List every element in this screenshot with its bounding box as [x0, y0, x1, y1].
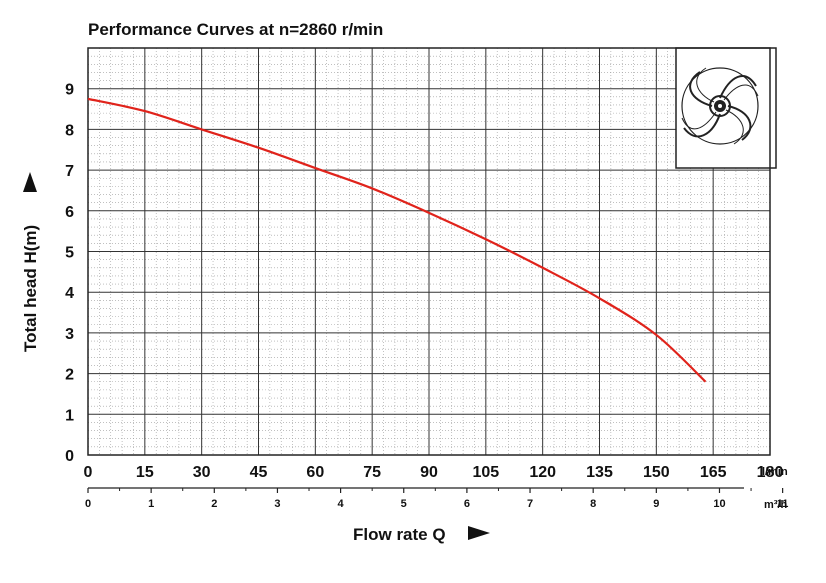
y-tick-label: 7 — [65, 163, 74, 180]
y-tick-label: 3 — [65, 326, 74, 343]
x-tick-label: 60 — [306, 464, 324, 481]
x-tick-label: 165 — [700, 464, 727, 481]
x-unit-secondary: m³/h — [764, 499, 788, 511]
minor-grid — [88, 48, 770, 455]
y-axis-label: Total head H(m) — [21, 225, 40, 352]
x-unit-primary: l/min — [762, 466, 788, 478]
x-tick-label-secondary: 6 — [464, 498, 470, 510]
x-axis-label: Flow rate Q — [353, 525, 446, 544]
x-axis-label-group: Flow rate Q — [353, 525, 490, 544]
x-arrow-icon — [468, 526, 490, 540]
plot-frame — [87, 47, 771, 456]
y-tick-label: 2 — [65, 367, 74, 384]
x-tick-label-secondary: 1 — [148, 498, 154, 510]
x-tick-label: 0 — [84, 464, 93, 481]
y-tick-label: 0 — [65, 448, 74, 465]
x-tick-label-secondary: 3 — [274, 498, 280, 510]
x-tick-label: 45 — [250, 464, 268, 481]
x-tick-label: 15 — [136, 464, 154, 481]
x-tick-label: 120 — [529, 464, 556, 481]
x-tick-label-secondary: 0 — [85, 498, 91, 510]
x-tick-label-secondary: 5 — [401, 498, 407, 510]
x-tick-label-secondary: 10 — [713, 498, 725, 510]
x-tick-label-secondary: 8 — [590, 498, 596, 510]
y-tick-label: 8 — [65, 122, 74, 139]
x-tick-label-secondary: 2 — [211, 498, 217, 510]
x-tick-label: 180 — [757, 464, 784, 481]
series-lines — [87, 97, 707, 383]
x-tick-label: 90 — [420, 464, 438, 481]
y-tick-label: 1 — [65, 407, 74, 424]
x-tick-label: 105 — [472, 464, 499, 481]
y-tick-label: 9 — [65, 82, 74, 99]
y-arrow-icon — [23, 172, 37, 192]
y-tick-label: 5 — [65, 245, 74, 262]
x-tick-label-secondary: 11 — [777, 498, 789, 510]
y-axis-ticks: 0 1 2 3 4 5 6 7 8 9 — [65, 82, 74, 465]
x-tick-label: 150 — [643, 464, 670, 481]
y-tick-label: 6 — [65, 204, 74, 221]
y-tick-label: 4 — [65, 285, 74, 302]
x-tick-label-secondary: 7 — [527, 498, 533, 510]
x-axis-ticks-primary: 0 15 30 45 60 75 90 105 120 135 150 165 180 — [84, 464, 784, 481]
x-tick-label: 135 — [586, 464, 613, 481]
x-tick-label-secondary: 4 — [338, 498, 345, 510]
y-axis-label-group: Total head H(m) — [21, 172, 40, 352]
x-tick-label-secondary: 9 — [653, 498, 659, 510]
head-curve-line — [87, 97, 707, 383]
x-tick-label: 75 — [363, 464, 381, 481]
chart-title: Performance Curves at n=2860 r/min — [88, 20, 383, 39]
x-tick-label: 30 — [193, 464, 211, 481]
impeller-icon — [675, 47, 777, 169]
x-axis-secondary: 0 1 2 3 4 5 6 7 8 9 10 11 — [85, 487, 789, 510]
plot-border — [87, 47, 771, 456]
